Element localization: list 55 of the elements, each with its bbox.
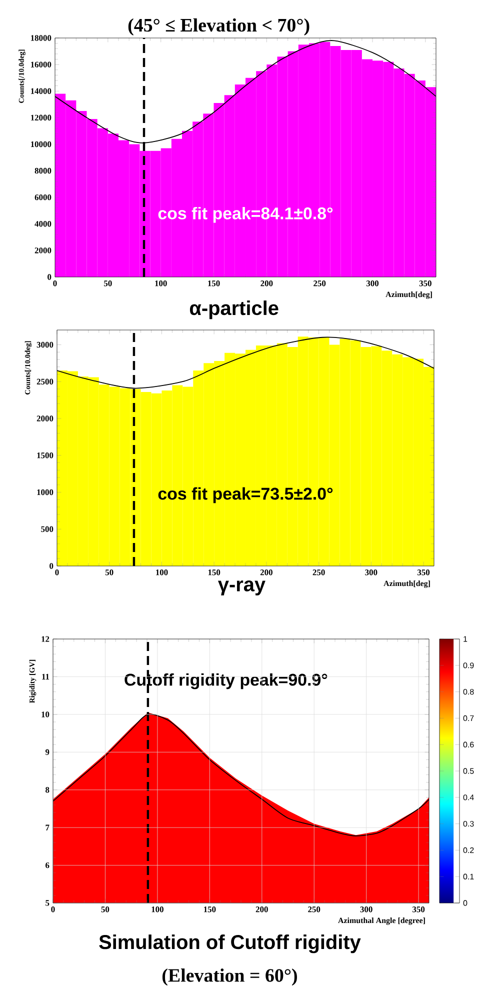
x-tick-label: 100 bbox=[152, 906, 164, 912]
y-tick-label: 500 bbox=[41, 526, 54, 532]
y-tick-label: 8 bbox=[46, 787, 50, 793]
y-tick-label: 6000 bbox=[34, 194, 52, 200]
x-tick-label: 300 bbox=[365, 570, 378, 576]
y-tick-label: 5 bbox=[46, 900, 50, 906]
y-tick-label: 10 bbox=[42, 712, 50, 718]
y-tick-label: 2000 bbox=[34, 248, 52, 254]
x-tick-label: 100 bbox=[156, 570, 168, 576]
annotation: cos fit peak=73.5±2.0° bbox=[158, 487, 333, 504]
y-tick-label: 0 bbox=[50, 563, 54, 569]
y-tick-label: 14000 bbox=[30, 88, 52, 94]
y-tick-label: 1000 bbox=[37, 489, 54, 496]
y-tick-label: 12 bbox=[42, 636, 50, 642]
x-tick-label: 250 bbox=[308, 906, 320, 912]
text: Simulation of Cutoff rigidity bbox=[99, 934, 361, 954]
x-tick-label: 50 bbox=[101, 906, 110, 912]
x-tick-label: 300 bbox=[366, 280, 379, 286]
y-tick-label: 8000 bbox=[34, 168, 52, 174]
y-tick-label: 12000 bbox=[30, 114, 52, 121]
x-tick-label: 200 bbox=[260, 570, 272, 576]
y-tick-label: 4000 bbox=[34, 221, 52, 227]
x-tick-label: 50 bbox=[105, 570, 114, 576]
x-tick-label: 350 bbox=[419, 280, 432, 286]
x-tick-label: 350 bbox=[412, 906, 425, 912]
y-tick-label: 10000 bbox=[30, 141, 52, 148]
y-tick-label: 1500 bbox=[37, 452, 54, 458]
y-tick-label: 3000 bbox=[36, 342, 54, 348]
y-tick-label: 9 bbox=[45, 749, 50, 755]
x-tick-label: 100 bbox=[155, 280, 167, 286]
y-tick-label: 2000 bbox=[36, 416, 54, 422]
chart-title: (45° ≤ Elevation < 70°) bbox=[128, 18, 310, 36]
y-tick-label: 16000 bbox=[30, 62, 52, 68]
x-tick-label: 250 bbox=[312, 570, 325, 576]
y-tick-label: 0 bbox=[48, 274, 52, 280]
x-tick-label: 250 bbox=[314, 280, 326, 286]
x-tick-label: 150 bbox=[208, 570, 220, 576]
text: α-particle bbox=[190, 300, 278, 320]
y-tick-label: 2500 bbox=[36, 378, 54, 384]
x-tick-label: 200 bbox=[260, 280, 273, 286]
text: (Elevation = 60°) bbox=[162, 968, 297, 986]
x-tick-label: 150 bbox=[204, 906, 216, 912]
y-tick-label: 11 bbox=[42, 674, 50, 680]
y-tick-label: 18000 bbox=[30, 35, 52, 41]
x-tick-label: 300 bbox=[360, 906, 372, 912]
x-tick-label: 50 bbox=[104, 280, 112, 286]
x-tick-label: 350 bbox=[417, 570, 430, 576]
x-tick-label: 200 bbox=[256, 906, 268, 912]
text: γ-ray bbox=[218, 580, 266, 596]
y-tick-label: 6 bbox=[46, 862, 50, 868]
x-tick-label: 150 bbox=[208, 280, 220, 286]
y-tick-label: 7 bbox=[46, 824, 50, 830]
x-tick-label: 0 bbox=[55, 570, 59, 576]
annotation: cos fit peak=84.1±0.8° bbox=[158, 206, 333, 223]
annotation: Cutoff rigidity peak=90.9° bbox=[124, 673, 328, 690]
